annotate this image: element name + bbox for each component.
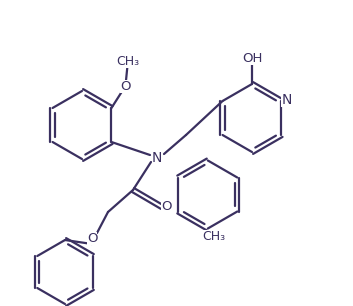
Text: CH₃: CH₃ <box>202 230 226 243</box>
Text: N: N <box>152 151 162 165</box>
Text: O: O <box>87 232 97 244</box>
Text: O: O <box>120 80 131 92</box>
Text: OH: OH <box>242 51 262 65</box>
Text: CH₃: CH₃ <box>116 54 139 68</box>
Text: N: N <box>281 93 292 107</box>
Text: O: O <box>161 200 171 214</box>
